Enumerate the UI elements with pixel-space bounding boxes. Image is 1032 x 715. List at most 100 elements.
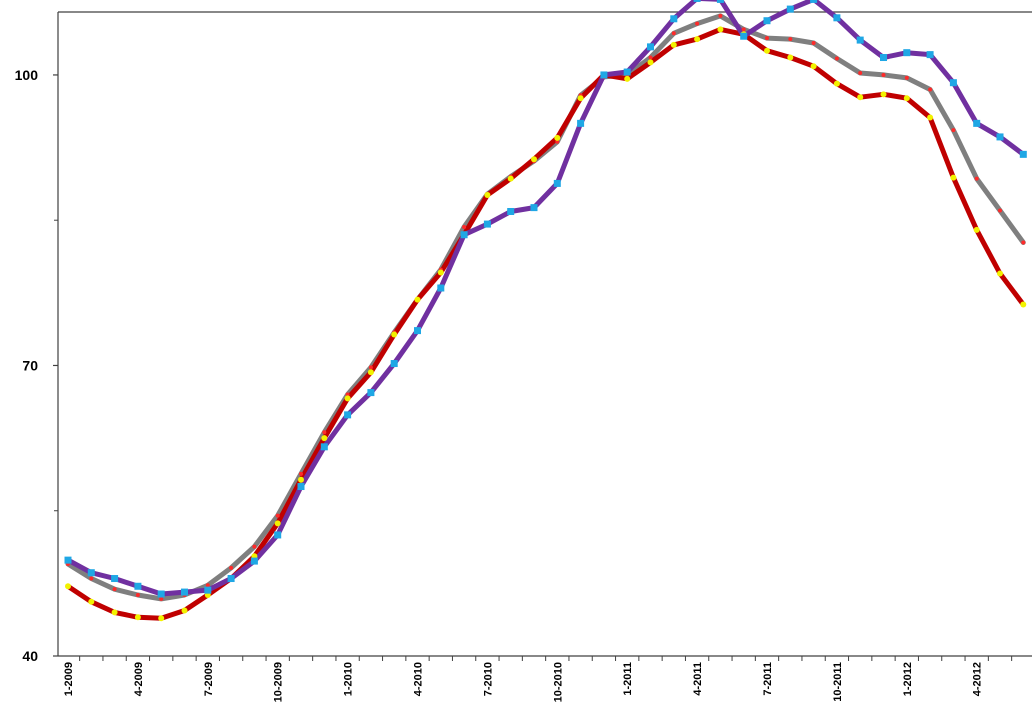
data-point (903, 49, 911, 57)
data-point (856, 36, 864, 44)
data-point (716, 0, 724, 3)
data-point (881, 72, 886, 77)
data-point (577, 119, 585, 127)
x-tick-label: 4-2009 (133, 662, 145, 696)
data-point (65, 583, 71, 590)
data-point (274, 520, 281, 527)
data-point (460, 231, 468, 239)
x-tick-label: 1-2011 (622, 662, 634, 696)
data-point (112, 587, 117, 592)
data-point (367, 369, 374, 376)
data-point (344, 395, 351, 402)
data-point (740, 32, 748, 40)
data-point (741, 27, 746, 32)
data-point (553, 179, 561, 187)
data-point (64, 556, 72, 564)
x-tick-label: 10-2011 (832, 662, 844, 702)
data-point (811, 40, 816, 45)
series-line-gray (65, 13, 1026, 602)
data-point (998, 208, 1002, 213)
data-point (648, 55, 653, 60)
data-point (484, 192, 491, 199)
y-tick-label: 70 (22, 357, 38, 373)
data-point (229, 565, 234, 570)
data-point (298, 476, 304, 483)
data-point (950, 174, 957, 181)
data-point (577, 95, 584, 102)
x-tick-label: 7-2009 (203, 662, 215, 696)
x-tick-label: 1-2009 (63, 662, 75, 696)
x-tick-label: 7-2011 (762, 662, 774, 696)
data-point (600, 71, 608, 79)
data-point (695, 21, 700, 26)
data-point (670, 41, 677, 48)
data-point (507, 175, 514, 182)
series-line-red (65, 26, 1026, 621)
data-point (857, 94, 864, 101)
data-point (670, 15, 678, 23)
data-point (367, 389, 375, 397)
data-point (926, 51, 934, 59)
data-point (834, 56, 839, 61)
y-tick-label: 40 (22, 648, 38, 664)
data-point (786, 5, 794, 13)
data-point (880, 91, 887, 98)
data-point (996, 133, 1004, 141)
data-point (555, 139, 560, 144)
data-point (507, 207, 515, 215)
x-tick-label: 1-2010 (343, 662, 355, 696)
data-point (717, 26, 724, 33)
data-point (87, 569, 95, 577)
data-point (904, 75, 909, 80)
data-point (624, 75, 631, 82)
data-point (718, 13, 723, 18)
data-point (391, 331, 398, 338)
data-point (135, 592, 140, 597)
data-point (344, 411, 352, 419)
data-point (647, 43, 654, 51)
data-point (462, 224, 467, 229)
data-point (1021, 240, 1026, 245)
data-point (787, 54, 794, 61)
data-point (810, 63, 817, 70)
data-point (554, 134, 561, 141)
data-point (973, 119, 981, 127)
data-point (997, 270, 1003, 277)
data-point (134, 582, 142, 590)
data-point (623, 68, 631, 76)
data-point (111, 609, 118, 616)
x-tick-label: 10-2009 (273, 662, 285, 702)
data-point (159, 596, 164, 601)
data-point (322, 430, 327, 435)
x-tick-label: 7-2010 (482, 662, 494, 696)
data-point (134, 614, 141, 621)
data-point (181, 588, 188, 596)
data-point (274, 531, 282, 539)
data-point (299, 471, 303, 476)
data-point (414, 296, 421, 303)
data-point (858, 71, 863, 76)
data-point (437, 269, 444, 276)
data-point (647, 59, 654, 66)
data-point (765, 36, 769, 41)
data-point (693, 0, 701, 2)
x-tick-label: 4-2012 (972, 662, 984, 696)
data-point (764, 47, 770, 54)
data-point (414, 327, 421, 335)
x-tick-label: 10-2010 (552, 662, 564, 702)
x-tick-label: 4-2010 (413, 662, 425, 696)
data-point (321, 435, 328, 442)
data-point (810, 0, 818, 3)
data-point (671, 31, 676, 36)
data-point (297, 483, 305, 491)
data-point (111, 575, 119, 583)
data-point (158, 615, 165, 622)
data-point (763, 17, 771, 25)
data-point (204, 586, 212, 594)
data-point (1019, 150, 1027, 158)
data-point (951, 128, 956, 133)
data-point (531, 156, 537, 163)
series-markers (64, 0, 1027, 622)
